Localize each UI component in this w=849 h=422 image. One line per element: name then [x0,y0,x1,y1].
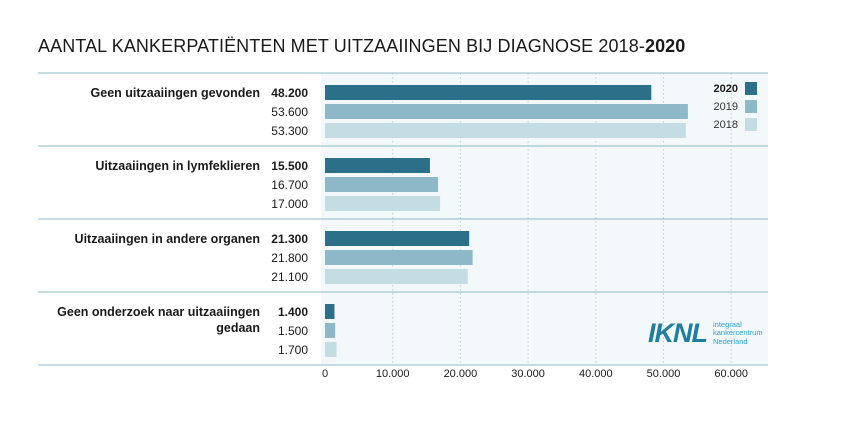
category-label-3-line-0: Geen onderzoek naar uitzaaiingen [57,305,260,319]
value-label-1-2018: 17.000 [271,197,308,211]
value-label-0-2019: 53.600 [271,105,308,119]
bar-2-2020 [325,231,470,246]
x-tick-label-1: 10.000 [376,368,410,380]
logo-mark: IKNL [648,318,708,348]
x-tick-label-2: 20.000 [444,368,478,380]
chart-title: AANTAL KANKERPATIËNTEN MET UITZAAIINGEN … [38,36,685,57]
value-label-0-2018: 53.300 [271,124,308,138]
chart-title-year-bold: 2020 [644,36,686,56]
legend-label-2020: 2020 [714,83,738,95]
logo-text: integraal kankercentrum Nederland [713,319,763,346]
bar-3-2019 [325,323,336,338]
legend-swatch-2019 [745,100,757,113]
bar-1-2019 [325,177,439,192]
value-label-2-2020: 21.300 [271,232,308,246]
value-label-0-2020: 48.200 [271,86,308,100]
value-label-1-2019: 16.700 [271,178,308,192]
category-label-1: Uitzaaiingen in lymfeklieren [95,159,260,173]
bar-0-2019 [325,104,688,119]
x-tick-label-0: 0 [322,368,328,380]
category-label-0: Geen uitzaaiingen gevonden [91,86,260,100]
bar-2-2019 [325,250,473,265]
bar-0-2018 [325,123,686,138]
x-tick-label-5: 50.000 [647,368,681,380]
bar-3-2018 [325,342,337,357]
x-tick-label-4: 40.000 [579,368,613,380]
iknl-logo: IKNL integraal kankercentrum Nederland [648,318,763,349]
bar-2-2018 [325,269,468,284]
x-tick-label-3: 30.000 [511,368,545,380]
bar-0-2020 [325,85,652,100]
chart-title-years: 2018- [598,36,645,56]
bar-1-2018 [325,196,441,211]
legend-label-2018: 2018 [714,119,738,131]
value-label-3-2018: 1.700 [278,343,308,357]
value-label-3-2020: 1.400 [278,305,308,319]
value-label-1-2020: 15.500 [271,159,308,173]
x-tick-label-6: 60.000 [714,368,748,380]
value-label-2-2018: 21.100 [271,270,308,284]
legend-label-2019: 2019 [714,101,738,113]
legend-swatch-2020 [745,82,757,95]
legend-swatch-2018 [745,118,757,131]
bar-3-2020 [325,304,335,319]
bar-1-2020 [325,158,430,173]
category-label-3-line-1: gedaan [216,321,260,335]
chart-title-main: AANTAL KANKERPATIËNTEN MET UITZAAIINGEN … [38,36,594,56]
category-label-2: Uitzaaiingen in andere organen [75,232,260,246]
value-label-2-2019: 21.800 [271,251,308,265]
value-label-3-2019: 1.500 [278,324,308,338]
